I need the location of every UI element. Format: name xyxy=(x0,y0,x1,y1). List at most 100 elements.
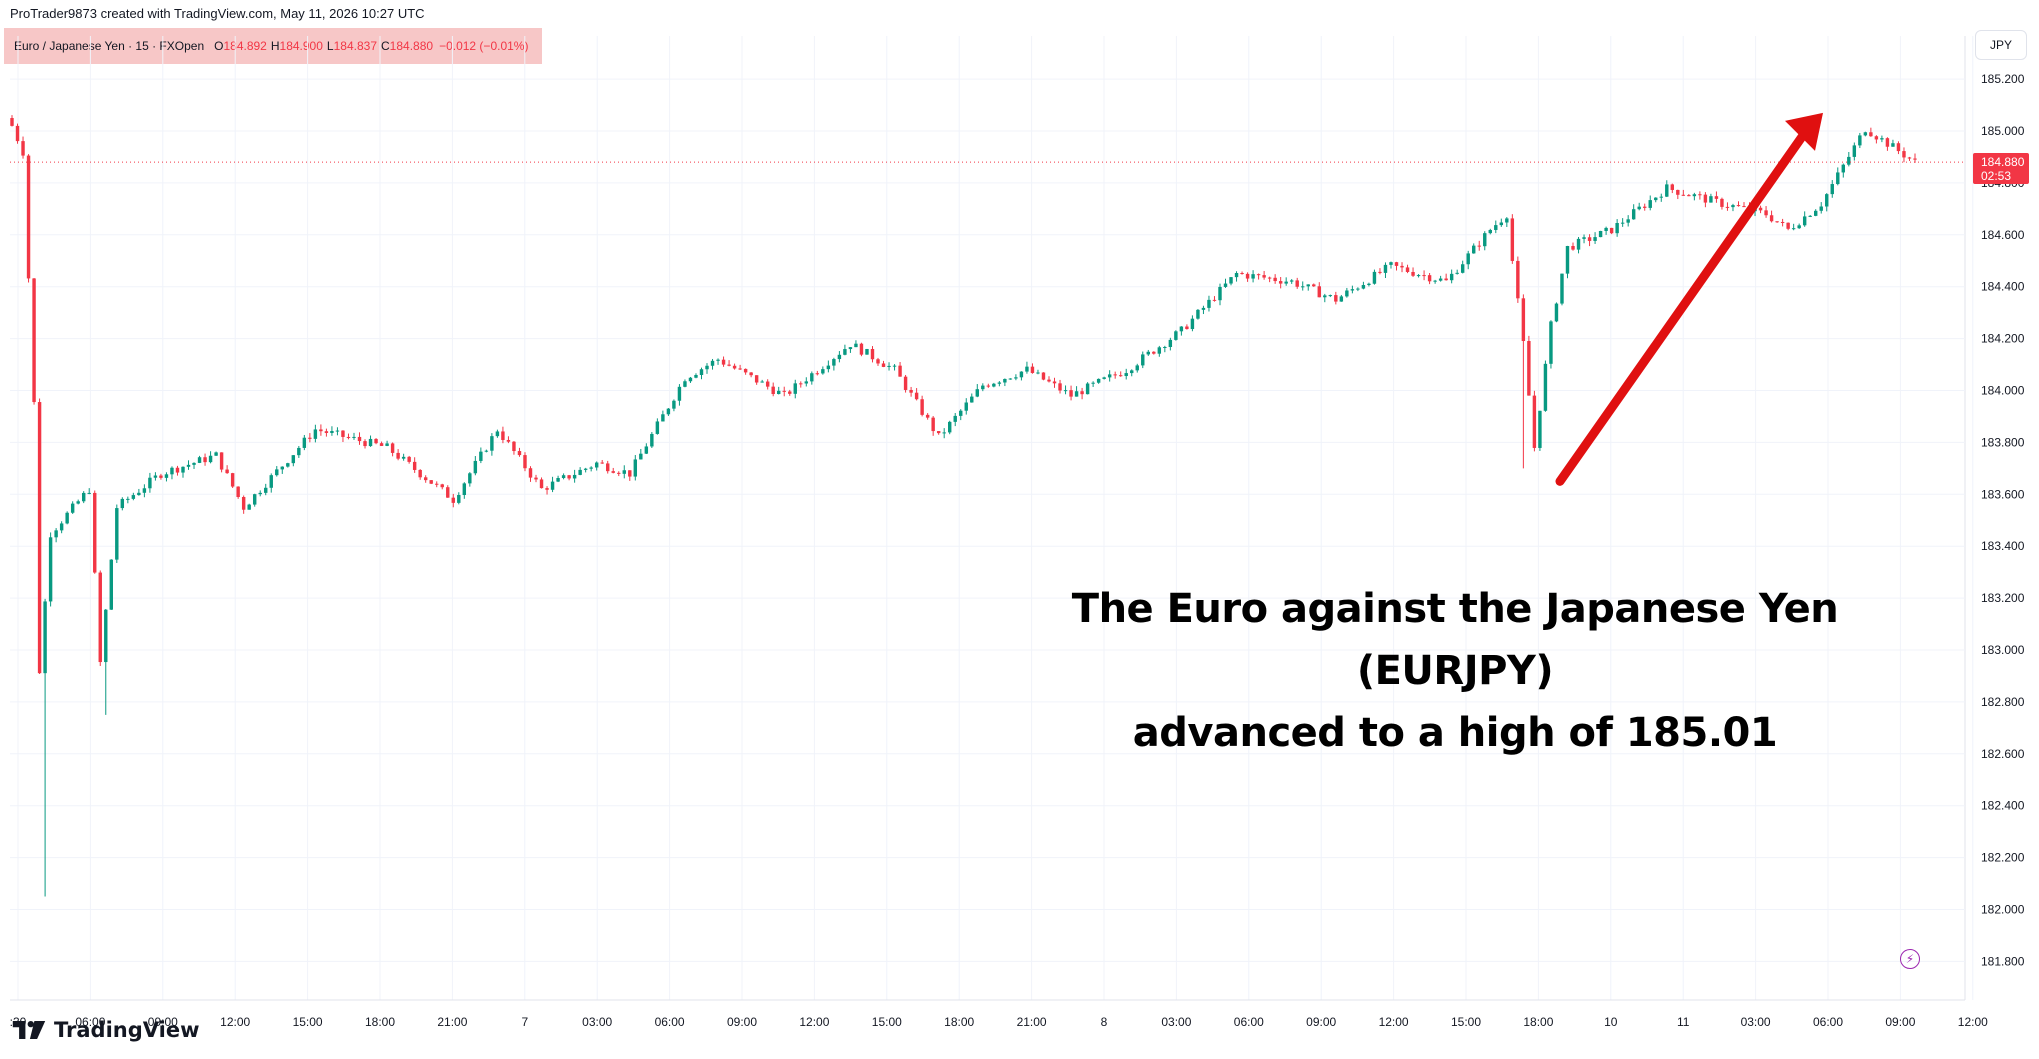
candle-body xyxy=(1036,372,1040,374)
candle-body xyxy=(639,453,643,460)
chart-annotation: The Euro against the Japanese Yen (EURJP… xyxy=(970,578,1940,764)
candle-body xyxy=(1212,299,1217,301)
candle-body xyxy=(341,430,345,437)
candle-body xyxy=(1791,228,1796,230)
candle-body xyxy=(484,450,489,452)
candle-body xyxy=(368,438,373,447)
candle-body xyxy=(142,488,147,493)
candle-body xyxy=(1637,206,1641,210)
candle-body xyxy=(970,396,974,403)
last-price-value: 184.880 xyxy=(1981,155,2025,169)
candle-body xyxy=(1808,215,1812,217)
candle-body xyxy=(1190,318,1195,330)
high-value: 184.900 xyxy=(279,39,323,53)
candle-body xyxy=(683,381,687,387)
candle-body xyxy=(1438,278,1443,281)
time-tick-label: 21:00 xyxy=(1017,1015,1047,1029)
time-tick-label: 11 xyxy=(1677,1015,1690,1029)
candle-body xyxy=(1786,222,1790,229)
candle-body xyxy=(1372,271,1377,284)
candle-body xyxy=(208,455,213,463)
candle-body xyxy=(1223,283,1228,287)
candle-body xyxy=(1449,273,1454,281)
candle-body xyxy=(1063,390,1068,392)
candle-body xyxy=(561,475,566,479)
candle-body xyxy=(1593,237,1597,241)
candle-body xyxy=(1521,298,1526,342)
candle-body xyxy=(1532,395,1537,448)
open-label: O xyxy=(214,39,224,53)
candle-body xyxy=(1229,277,1233,284)
candle-body xyxy=(1560,273,1564,304)
candle-body xyxy=(1802,216,1807,226)
time-tick-label: 06:00 xyxy=(75,1015,105,1029)
currency-selector[interactable]: JPY xyxy=(1975,30,2027,60)
candle-body xyxy=(1615,223,1619,234)
price-tick-label: 182.400 xyxy=(1981,799,2025,813)
candle-body xyxy=(517,451,522,456)
time-tick-label: 18:00 xyxy=(944,1015,974,1029)
flash-icon[interactable]: ⚡ xyxy=(1900,949,1920,969)
candle-body xyxy=(1416,275,1421,277)
candle-body xyxy=(898,365,902,377)
candle-body xyxy=(793,383,797,394)
candle-body xyxy=(677,386,682,401)
candle-body xyxy=(1780,221,1785,223)
candle-body xyxy=(1836,172,1840,185)
trend-arrow xyxy=(1555,112,1823,486)
candle-body xyxy=(975,389,979,397)
candle-body xyxy=(98,572,102,663)
candle-body xyxy=(1389,262,1393,265)
candle-body xyxy=(1008,378,1013,380)
candle-body xyxy=(1907,157,1912,159)
candle-body xyxy=(644,446,649,454)
candle-body xyxy=(1841,164,1846,173)
candle-body xyxy=(1769,215,1774,222)
candle-body xyxy=(1361,285,1366,289)
candle-body xyxy=(1631,209,1636,220)
candle-body xyxy=(357,436,362,442)
candle-body xyxy=(1058,383,1062,391)
candle-body xyxy=(1383,264,1388,273)
candle-body xyxy=(390,443,395,453)
candle-body xyxy=(721,359,726,365)
tradingview-brand[interactable]: TradingView xyxy=(12,1018,199,1042)
candle-body xyxy=(843,349,847,355)
candle-body xyxy=(1245,273,1250,279)
candle-body xyxy=(1047,379,1051,382)
candle-body xyxy=(324,431,329,433)
candle-body xyxy=(743,368,748,373)
candle-body xyxy=(1830,184,1834,195)
time-tick-label: 09:00 xyxy=(1306,1015,1336,1029)
candle-body xyxy=(589,467,593,469)
price-tick-label: 183.600 xyxy=(1981,487,2025,501)
candle-body xyxy=(1913,158,1917,160)
price-axis[interactable]: 185.200185.000184.800184.600184.400184.2… xyxy=(1981,72,2025,968)
candle-body xyxy=(936,431,941,434)
candle-body xyxy=(1124,373,1128,377)
candle-body xyxy=(1207,299,1211,308)
candle-body xyxy=(1339,296,1344,302)
candle-body xyxy=(1902,151,1906,158)
price-tick-label: 183.800 xyxy=(1981,435,2025,449)
candle-body xyxy=(1146,351,1150,355)
price-tick-label: 184.000 xyxy=(1981,384,2025,398)
candle-body xyxy=(1118,375,1123,377)
close-value: 184.880 xyxy=(389,39,434,53)
candle-body xyxy=(986,385,991,387)
candle-body xyxy=(1510,218,1515,261)
candle-body xyxy=(931,417,935,432)
candle-body xyxy=(275,469,279,476)
candle-body xyxy=(297,447,301,456)
candle-body xyxy=(550,481,555,490)
candle-body xyxy=(93,492,97,573)
time-tick-label: 18:00 xyxy=(365,1015,395,1029)
candle-body xyxy=(1014,377,1018,379)
candle-body xyxy=(1896,143,1901,152)
candle-body xyxy=(617,472,621,474)
candle-body xyxy=(959,410,963,416)
time-axis[interactable]: :3006:0009:0012:0015:0018:0021:00703:000… xyxy=(10,999,1988,1029)
candles xyxy=(10,115,1917,897)
candle-body xyxy=(1141,354,1145,366)
